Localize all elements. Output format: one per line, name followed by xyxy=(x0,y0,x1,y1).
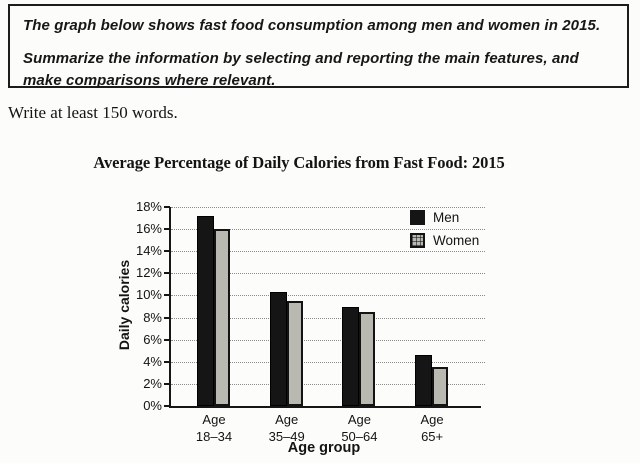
y-axis-tick xyxy=(164,250,170,253)
gridline-12pct xyxy=(171,273,485,275)
bar-men-Age-35–49 xyxy=(269,292,287,406)
y-axis-tick-label: 6% xyxy=(143,331,162,347)
y-axis-tick-label: 10% xyxy=(135,287,162,303)
task-instruction-line-2: Summarize the information by selecting a… xyxy=(23,50,579,90)
y-axis-tick-label: 4% xyxy=(143,353,162,369)
chart-title: Average Percentage of Daily Calories fro… xyxy=(93,153,505,172)
x-axis-category-line: Age xyxy=(275,412,299,427)
x-axis-category-line: Age xyxy=(420,412,444,427)
gridline-18pct xyxy=(171,207,485,208)
bar-men-Age-65+ xyxy=(415,355,433,406)
x-axis-title: Age group xyxy=(287,440,361,456)
y-axis-tick-label: 18% xyxy=(135,199,162,214)
legend-swatch-women xyxy=(410,233,425,248)
legend-item-men: Men xyxy=(410,210,459,225)
y-axis-tick-label: 12% xyxy=(135,265,162,281)
y-axis-tick-label: 14% xyxy=(135,243,162,259)
x-axis-category-line: Age xyxy=(202,412,226,427)
bar-women-Age-50–64 xyxy=(359,312,376,406)
x-axis-category-line: 65+ xyxy=(421,429,444,445)
legend-item-women: Women xyxy=(410,233,479,248)
plot-area: 0% 2% 4% 6% 8% 10% 12% 14% 16% 18% Age 18–34 Age 35–4… xyxy=(136,199,485,444)
y-axis-tick xyxy=(164,206,170,208)
x-axis-category-label: Age 65+ xyxy=(395,411,469,445)
y-axis-tick xyxy=(164,360,170,363)
gridline-2pct xyxy=(171,383,485,385)
gridline-16pct xyxy=(171,229,485,231)
x-axis-category-line: Age xyxy=(347,412,371,427)
task-instruction-line-1: The graph below shows fast food consumpt… xyxy=(23,17,601,34)
x-axis-category-line: 35–49 xyxy=(268,429,305,445)
y-axis-tick xyxy=(164,228,170,231)
y-axis-tick xyxy=(164,405,170,407)
y-axis-title: Daily calories xyxy=(116,259,132,351)
y-axis-tick xyxy=(164,382,170,385)
word-count-note: Write at least 150 words. xyxy=(8,103,178,122)
bar-women-Age-35–49 xyxy=(286,300,303,406)
gridline-6pct xyxy=(171,339,485,341)
y-axis-tick xyxy=(164,294,170,297)
y-axis-tick xyxy=(164,316,170,319)
legend-label-women: Women xyxy=(433,233,480,248)
gridline-8pct xyxy=(171,317,485,319)
gridline-10pct xyxy=(171,295,485,297)
bar-men-Age-50–64 xyxy=(342,306,360,406)
y-axis-tick-label: 8% xyxy=(143,309,162,325)
y-axis-tick xyxy=(164,272,170,275)
gridline-14pct xyxy=(171,251,485,253)
legend-swatch-men xyxy=(410,210,425,225)
y-axis-tick-label: 0% xyxy=(143,398,162,413)
y-axis-tick-label: 2% xyxy=(143,375,162,391)
gridline-4pct xyxy=(171,361,485,363)
x-axis-category-label: Age 50–64 xyxy=(322,411,396,445)
y-axis-tick-label: 16% xyxy=(135,221,162,237)
x-axis-category-label: Age 18–34 xyxy=(177,411,251,445)
x-axis-category-line: 18–34 xyxy=(195,429,233,445)
x-axis-category-line: 50–64 xyxy=(341,429,378,445)
bar-men-Age-18–34 xyxy=(197,215,214,406)
bar-women-Age-65+ xyxy=(432,367,449,406)
x-axis-category-label: Age 35–49 xyxy=(250,411,324,445)
y-axis-tick xyxy=(164,338,170,341)
task-instructions-box: The graph below shows fast food consumpt… xyxy=(8,4,629,89)
legend-label-men: Men xyxy=(433,210,460,225)
bar-women-Age-18–34 xyxy=(214,229,230,406)
